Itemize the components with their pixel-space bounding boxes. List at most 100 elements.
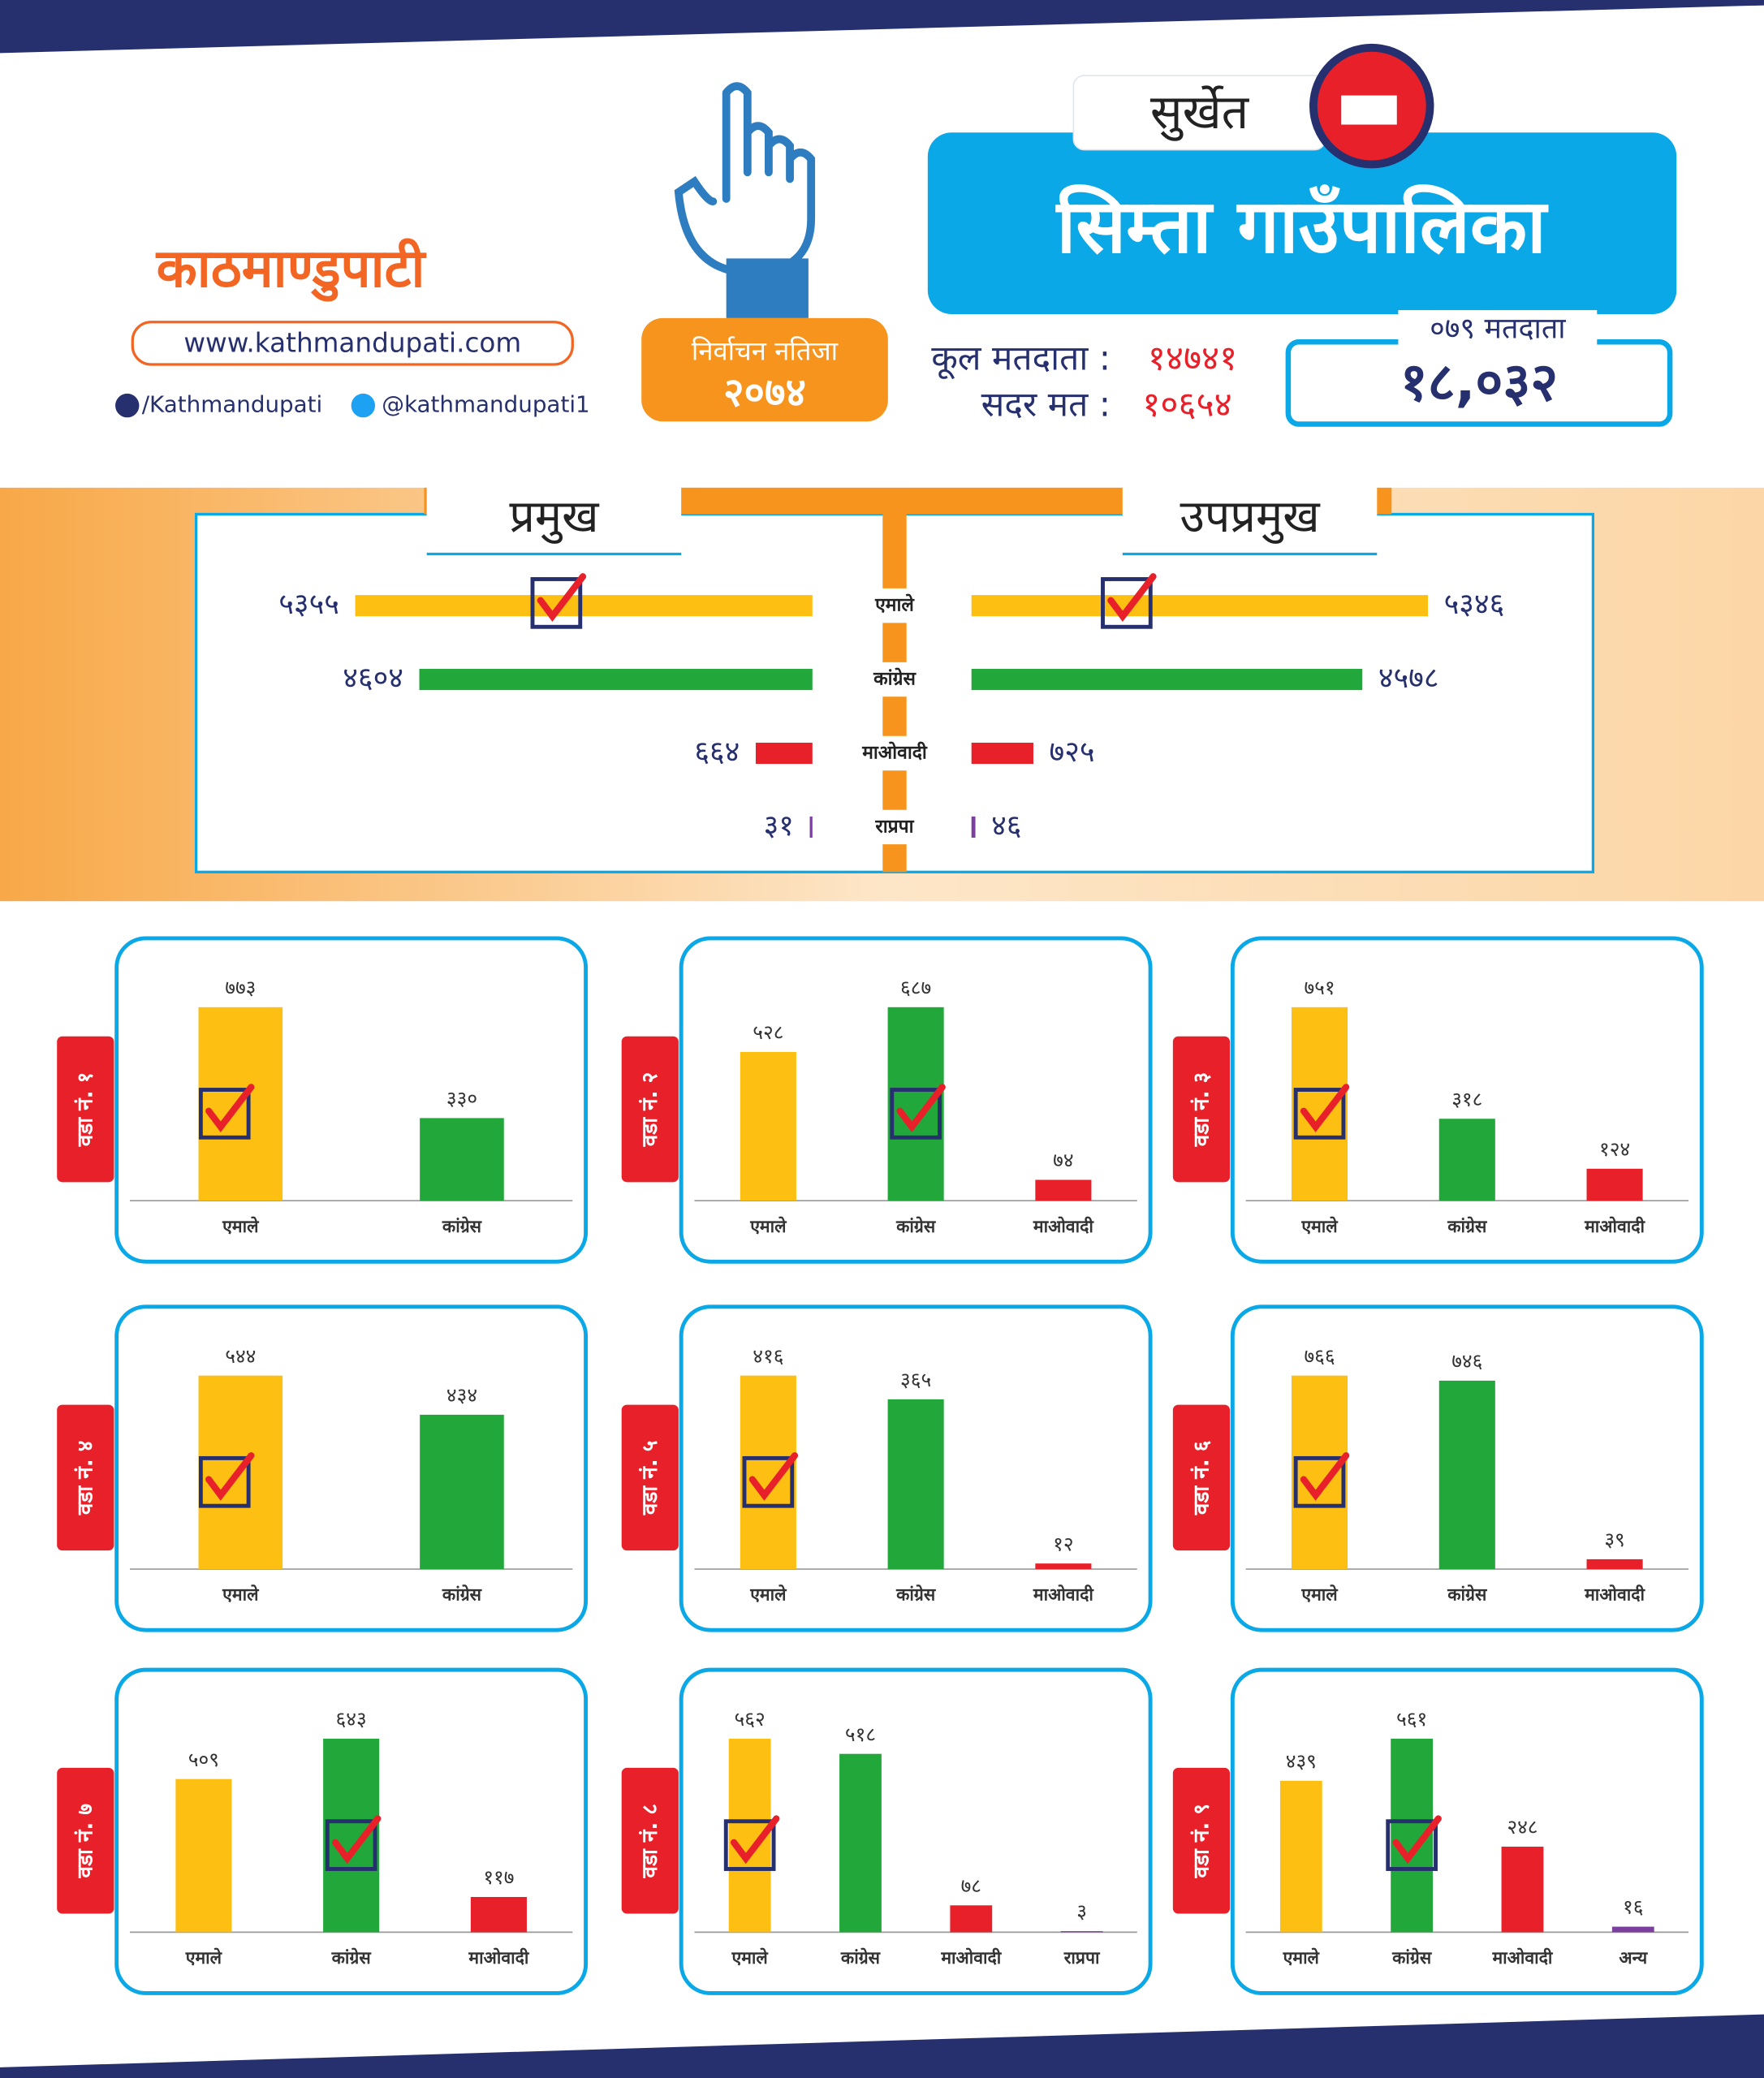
municipality-box bbox=[927, 132, 1677, 314]
municipality: सिम्ता गाउँपालिका bbox=[1055, 183, 1549, 270]
value-label: ३१८ bbox=[1451, 1087, 1482, 1110]
bar bbox=[971, 595, 1429, 617]
value-label: ६४३ bbox=[336, 1707, 367, 1731]
value-label: ७४ bbox=[1053, 1149, 1073, 1172]
ward-title: वडा नं. २ bbox=[638, 1072, 662, 1147]
check-box bbox=[530, 577, 583, 629]
bar bbox=[1291, 1375, 1348, 1570]
check-box bbox=[1293, 1088, 1346, 1140]
ward-card bbox=[114, 936, 589, 1264]
bar bbox=[1586, 1168, 1643, 1201]
category-label: एमाले bbox=[1300, 1584, 1339, 1606]
bar bbox=[1035, 1179, 1092, 1201]
value-label: ५४४ bbox=[225, 1344, 256, 1368]
ward-tab bbox=[57, 1767, 114, 1914]
ward-chart: वडा नं. ९ ४३९ एमाले ५६१ कांग्रेस २४८ माओवादी १६… bbox=[1172, 1667, 1704, 1995]
check-box bbox=[1101, 577, 1153, 629]
tab-box bbox=[1122, 480, 1378, 554]
check-mark bbox=[537, 573, 587, 622]
category-label: कांग्रेस bbox=[331, 1947, 373, 1968]
tab-title: प्रमुख bbox=[509, 490, 600, 544]
value-label: ४३४ bbox=[446, 1383, 477, 1407]
value-label: ५६१ bbox=[1396, 1707, 1427, 1731]
ward-chart: वडा नं. ६ ७६६ एमाले ७४६ कांग्रेस ३९ माओवादी bbox=[1172, 1304, 1704, 1632]
tab-title: उपप्रमुख bbox=[1180, 490, 1321, 544]
bar bbox=[1586, 1558, 1643, 1570]
category-label: एमाले bbox=[731, 1947, 769, 1968]
bar bbox=[1611, 1926, 1654, 1933]
bar bbox=[950, 1905, 993, 1933]
check-mark bbox=[730, 1815, 780, 1865]
ward-title: वडा नं. १ bbox=[74, 1072, 98, 1147]
value-label: ५३४६ bbox=[1444, 588, 1505, 621]
value-label: ५१८ bbox=[845, 1722, 876, 1746]
value-label: २४८ bbox=[1507, 1815, 1538, 1839]
check-mark bbox=[896, 1084, 946, 1132]
value-label: ५६२ bbox=[735, 1707, 766, 1731]
value-label: ७७३ bbox=[225, 976, 256, 999]
ward-chart: वडा नं. ४ ५४४ एमाले ४३४ कांग्रेस bbox=[57, 1304, 589, 1632]
value-label: ७५१ bbox=[1304, 976, 1335, 999]
check-box bbox=[1386, 1819, 1438, 1871]
check-mark bbox=[1392, 1815, 1442, 1865]
ward-tab bbox=[621, 1404, 679, 1551]
hand-cuff bbox=[726, 258, 809, 318]
bar bbox=[887, 1399, 944, 1570]
check-box bbox=[198, 1088, 251, 1140]
ward-tab bbox=[57, 1036, 114, 1183]
top-stripe bbox=[0, 0, 1764, 54]
twitter: @kathmandupati1 bbox=[382, 391, 589, 418]
bar bbox=[419, 669, 813, 691]
badge bbox=[641, 317, 888, 422]
tab-box bbox=[426, 480, 682, 554]
bar bbox=[1438, 1119, 1495, 1201]
bar bbox=[1060, 1931, 1103, 1933]
total-voters-label: कूल मतदाता : bbox=[931, 339, 1111, 380]
ward-title: वडा नं. ७ bbox=[74, 1804, 98, 1878]
website-box bbox=[131, 321, 574, 366]
ward-card bbox=[114, 1304, 589, 1632]
value-label: १२४ bbox=[1599, 1137, 1630, 1161]
bar bbox=[1279, 1780, 1322, 1933]
value-label: ३३० bbox=[446, 1087, 477, 1110]
ward-chart: वडा नं. ५ ४१६ एमाले ३६५ कांग्रेस १२ माओवादी bbox=[621, 1304, 1153, 1632]
total-voters: १४७४१ bbox=[1148, 339, 1237, 379]
ward-title: वडा नं. ६ bbox=[1189, 1440, 1214, 1515]
check-mark bbox=[748, 1452, 799, 1501]
value-label: ५०९ bbox=[188, 1748, 219, 1771]
bar bbox=[740, 1051, 796, 1201]
check-box bbox=[325, 1819, 377, 1871]
check-box bbox=[198, 1455, 251, 1508]
bar bbox=[323, 1739, 380, 1933]
category-label: एमाले bbox=[185, 1947, 223, 1968]
voters-079: १८,०३२ bbox=[1400, 351, 1559, 413]
party-label: एमाले bbox=[874, 594, 915, 616]
ward-charts: वडा नं. १ ७७३ एमाले ३३० कांग्रेस वडा नं. २ ५२८… bbox=[57, 936, 1704, 1995]
category-label: एमाले bbox=[1283, 1947, 1321, 1968]
value-label: १६ bbox=[1623, 1895, 1643, 1919]
bar bbox=[971, 816, 976, 839]
value-label: ७६६ bbox=[1304, 1344, 1335, 1368]
party-label: माओवादी bbox=[861, 742, 928, 764]
bar bbox=[1291, 1007, 1348, 1201]
value-label: ५२८ bbox=[753, 1020, 783, 1044]
category-label: कांग्रेस bbox=[895, 1216, 937, 1237]
value-label: ७२५ bbox=[1050, 735, 1095, 769]
ward-card bbox=[1230, 936, 1704, 1264]
facebook-icon bbox=[115, 393, 140, 418]
bar bbox=[420, 1414, 504, 1570]
value-label: ५३५५ bbox=[278, 588, 339, 621]
bar bbox=[470, 1897, 527, 1933]
value-label: १२ bbox=[1053, 1532, 1073, 1555]
value-label: ६६४ bbox=[694, 735, 740, 769]
check-mark bbox=[1300, 1452, 1350, 1501]
logo: काठमाण्डुपाटी bbox=[155, 238, 427, 302]
ballot-box bbox=[1341, 95, 1397, 125]
check-box bbox=[742, 1455, 795, 1508]
badge-title: निर्वाचन नतिजा bbox=[692, 335, 839, 366]
category-label: एमाले bbox=[222, 1216, 260, 1237]
category-label: माओवादी bbox=[1584, 1216, 1645, 1237]
ward-chart: वडा नं. ८ ५६२ एमाले ५१८ कांग्रेस ७८ माओवादी ३ रा… bbox=[621, 1667, 1153, 1995]
value-label: ३१ bbox=[764, 809, 794, 843]
category-label: कांग्रेस bbox=[1447, 1216, 1488, 1237]
